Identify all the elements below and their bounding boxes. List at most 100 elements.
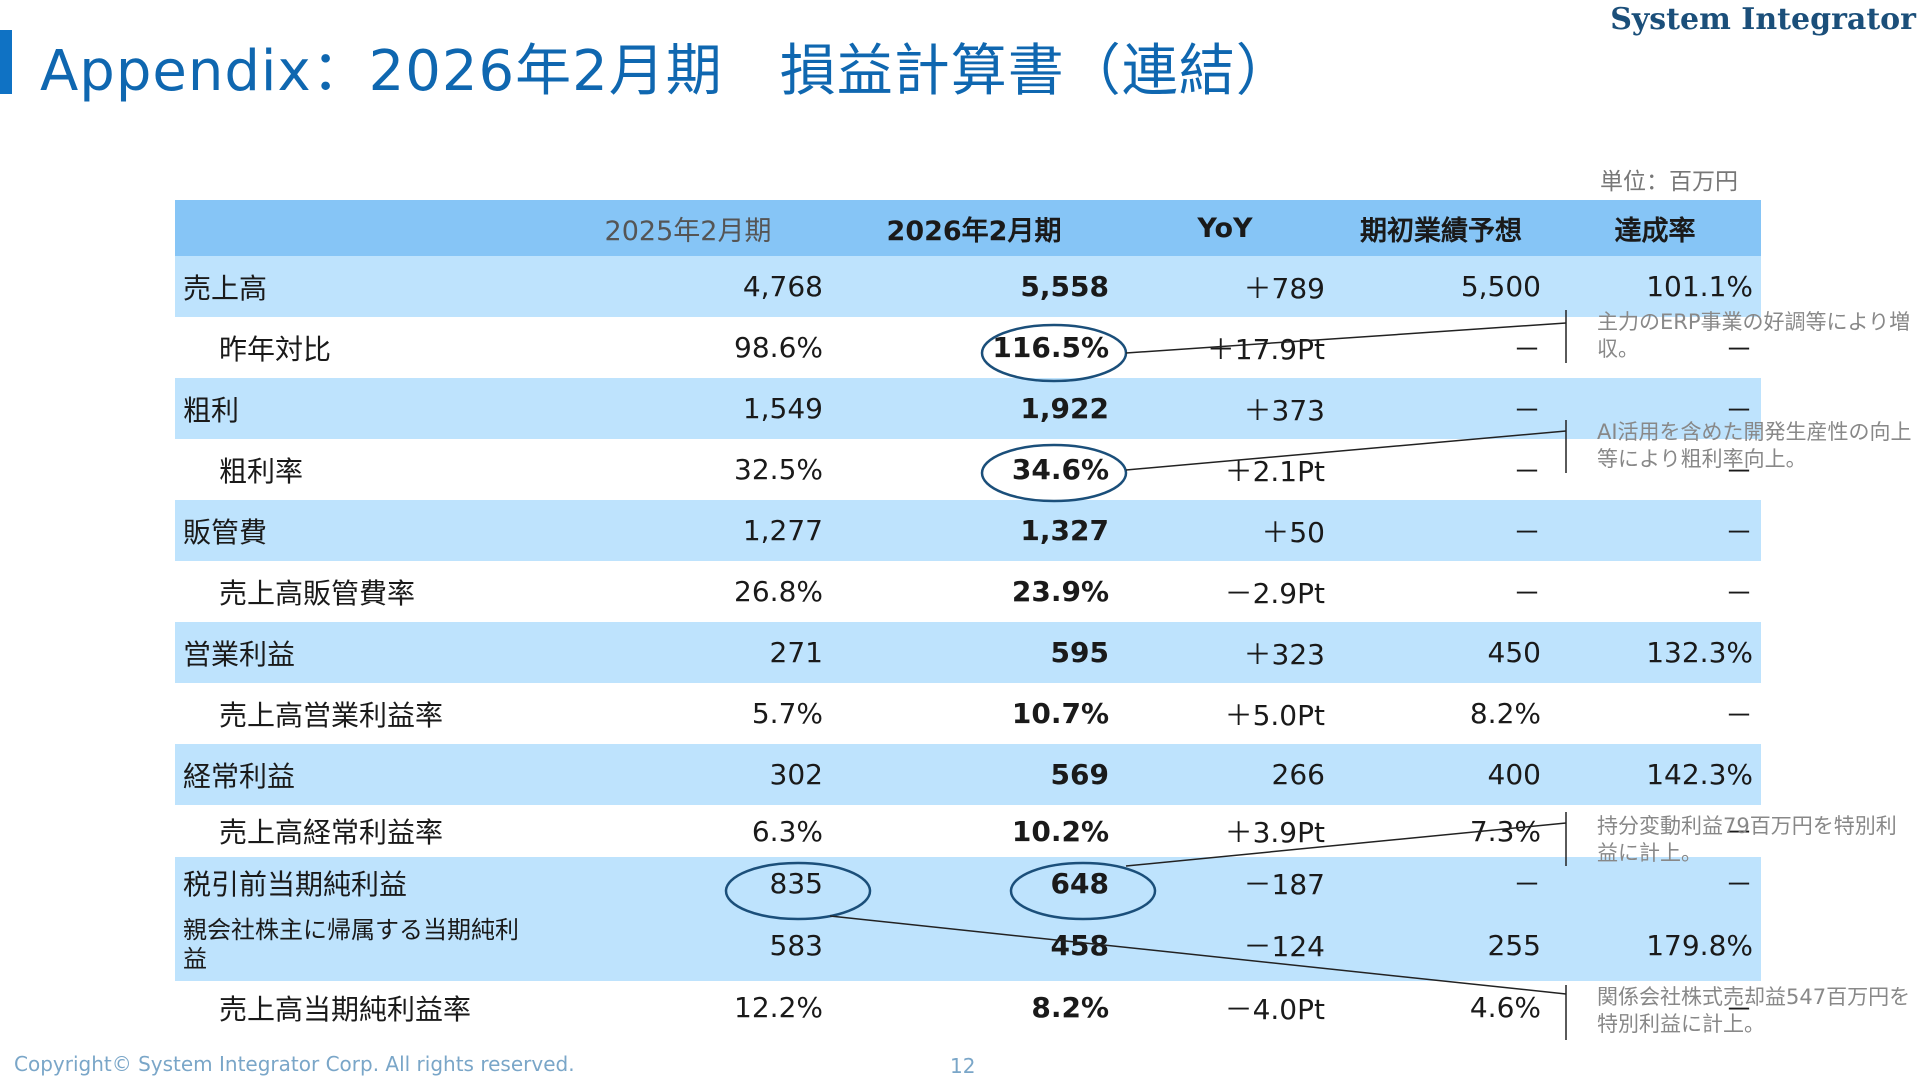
note-gross-margin: AI活用を含めた開発生産性の向上等により粗利率向上。 [1597, 420, 1912, 471]
note-affiliate-sale: 関係会社株式売却益547百万円を特別利益に計上。 [1597, 985, 1911, 1036]
cell-forecast: 7.3% [1333, 805, 1549, 857]
cell-rate: － [1549, 683, 1761, 744]
cell-prev: 271 [545, 622, 831, 683]
cell-prev: 98.6% [545, 317, 831, 378]
note-sales-growth: 主力のERP事業の好調等により増収。 [1597, 310, 1911, 361]
row-label: 経常利益 [175, 744, 545, 805]
cell-cur: 569 [831, 744, 1117, 805]
cell-prev: 4,768 [545, 256, 831, 317]
cell-prev: 26.8% [545, 561, 831, 622]
table-row: 販管費 1,277 1,327 ＋50 － － [175, 500, 1761, 561]
cell-prev: 1,277 [545, 500, 831, 561]
table-row: 親会社株主に帰属する当期純利益 583 458 －124 255 179.8% [175, 909, 1761, 981]
title-accent-bar [0, 30, 12, 94]
row-label: 販管費 [175, 500, 545, 561]
cell-prev: 835 [545, 857, 831, 909]
cell-prev: 6.3% [545, 805, 831, 857]
table-row: 経常利益 302 569 266 400 142.3% [175, 744, 1761, 805]
cell-rate: 142.3% [1549, 744, 1761, 805]
cell-rate: － [1549, 857, 1761, 909]
table-row: 税引前当期純利益 835 648 －187 － － [175, 857, 1761, 909]
cell-yoy: ＋789 [1117, 256, 1333, 317]
cell-rate: 179.8% [1549, 909, 1761, 981]
cell-yoy: ＋50 [1117, 500, 1333, 561]
table-row: 売上高当期純利益率 12.2% 8.2% －4.0Pt 4.6% － [175, 981, 1761, 1034]
cell-yoy: ＋17.9Pt [1117, 317, 1333, 378]
row-label: 売上高販管費率 [175, 561, 545, 622]
table-row: 粗利 1,549 1,922 ＋373 － － [175, 378, 1761, 439]
cell-rate: － [1549, 317, 1761, 378]
copyright: Copyright© System Integrator Corp. All r… [14, 1052, 575, 1076]
page-number: 12 [950, 1054, 976, 1078]
unit-label: 単位：百万円 [1600, 169, 1738, 195]
row-label: 売上高当期純利益率 [175, 981, 545, 1034]
cell-rate: － [1549, 805, 1761, 857]
row-label: 営業利益 [175, 622, 545, 683]
cell-rate: － [1549, 378, 1761, 439]
row-label: 税引前当期純利益 [175, 857, 545, 909]
cell-prev: 583 [545, 909, 831, 981]
cell-rate: 101.1% [1549, 256, 1761, 317]
cell-cur: 23.9% [831, 561, 1117, 622]
cell-yoy: ＋373 [1117, 378, 1333, 439]
cell-prev: 5.7% [545, 683, 831, 744]
header-forecast: 期初業績予想 [1333, 200, 1549, 256]
cell-cur: 8.2% [831, 981, 1117, 1034]
cell-cur: 10.2% [831, 805, 1117, 857]
table-row: 売上高経常利益率 6.3% 10.2% ＋3.9Pt 7.3% － [175, 805, 1761, 857]
page-title: Appendix：2026年2月期 損益計算書（連結） [40, 39, 1293, 104]
table-row: 粗利率 32.5% 34.6% ＋2.1Pt － － [175, 439, 1761, 500]
cell-cur: 648 [831, 857, 1117, 909]
cell-yoy: －124 [1117, 909, 1333, 981]
cell-forecast: － [1333, 500, 1549, 561]
header-fy2026: 2026年2月期 [831, 200, 1117, 256]
table-row: 売上高 4,768 5,558 ＋789 5,500 101.1% [175, 256, 1761, 317]
cell-yoy: ＋2.1Pt [1117, 439, 1333, 500]
cell-yoy: －187 [1117, 857, 1333, 909]
income-statement-table: 2025年2月期 2026年2月期 YoY 期初業績予想 達成率 売上高 4,7… [175, 200, 1761, 1034]
table-row: 営業利益 271 595 ＋323 450 132.3% [175, 622, 1761, 683]
cell-rate: － [1549, 439, 1761, 500]
cell-cur: 1,327 [831, 500, 1117, 561]
table-row: 売上高販管費率 26.8% 23.9% －2.9Pt － － [175, 561, 1761, 622]
cell-forecast: 255 [1333, 909, 1549, 981]
cell-yoy: －2.9Pt [1117, 561, 1333, 622]
cell-rate: － [1549, 500, 1761, 561]
cell-cur: 1,922 [831, 378, 1117, 439]
header-achievement-rate: 達成率 [1549, 200, 1761, 256]
row-label: 粗利 [175, 378, 545, 439]
cell-prev: 12.2% [545, 981, 831, 1034]
cell-forecast: 4.6% [1333, 981, 1549, 1034]
cell-forecast: － [1333, 439, 1549, 500]
row-label: 昨年対比 [175, 317, 545, 378]
cell-cur: 458 [831, 909, 1117, 981]
cell-forecast: 5,500 [1333, 256, 1549, 317]
cell-yoy: 266 [1117, 744, 1333, 805]
cell-yoy: ＋323 [1117, 622, 1333, 683]
brand-logo: System Integrator [1610, 2, 1916, 37]
cell-yoy: －4.0Pt [1117, 981, 1333, 1034]
header-item [175, 200, 545, 256]
header-yoy: YoY [1117, 200, 1333, 256]
row-label: 粗利率 [175, 439, 545, 500]
cell-prev: 1,549 [545, 378, 831, 439]
cell-cur: 5,558 [831, 256, 1117, 317]
cell-forecast: － [1333, 378, 1549, 439]
cell-cur: 34.6% [831, 439, 1117, 500]
cell-rate: 132.3% [1549, 622, 1761, 683]
cell-forecast: 8.2% [1333, 683, 1549, 744]
cell-cur: 10.7% [831, 683, 1117, 744]
row-label: 売上高経常利益率 [175, 805, 545, 857]
cell-forecast: － [1333, 317, 1549, 378]
cell-forecast: － [1333, 857, 1549, 909]
cell-cur: 116.5% [831, 317, 1117, 378]
table-header-row: 2025年2月期 2026年2月期 YoY 期初業績予想 達成率 [175, 200, 1761, 256]
cell-cur: 595 [831, 622, 1117, 683]
cell-prev: 32.5% [545, 439, 831, 500]
note-equity-gain: 持分変動利益79百万円を特別利益に計上。 [1597, 814, 1897, 865]
header-fy2025: 2025年2月期 [545, 200, 831, 256]
cell-rate: － [1549, 981, 1761, 1034]
row-label: 売上高 [175, 256, 545, 317]
cell-forecast: 400 [1333, 744, 1549, 805]
cell-rate: － [1549, 561, 1761, 622]
